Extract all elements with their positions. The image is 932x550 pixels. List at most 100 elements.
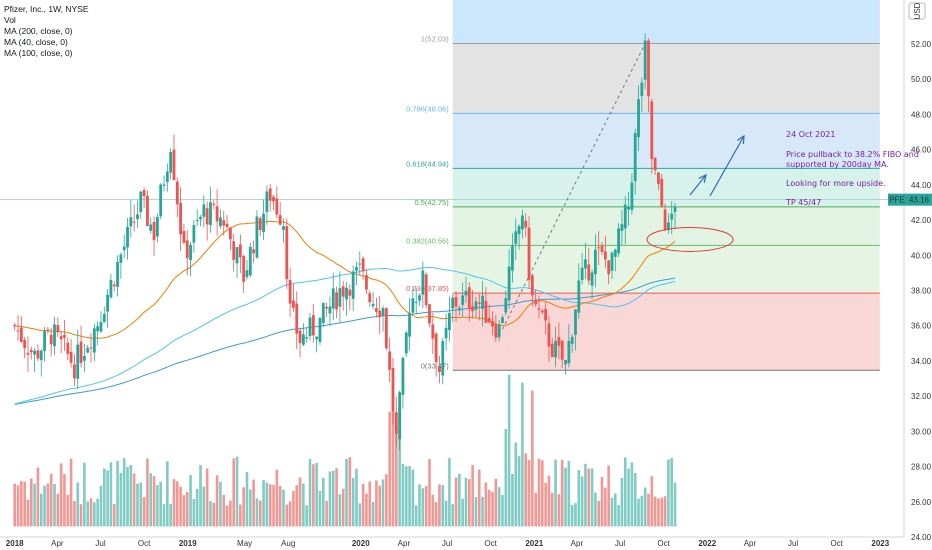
candle-body: [358, 263, 362, 265]
candle-body: [431, 324, 435, 339]
candle-body: [301, 334, 305, 345]
candle-body: [554, 340, 557, 358]
volume-bar: [424, 485, 428, 527]
volume-bar: [142, 497, 146, 527]
volume-bar: [401, 464, 405, 527]
volume-bar: [295, 485, 299, 527]
fib-level-label: 0.5(42.75): [415, 198, 450, 207]
candle-body: [610, 252, 614, 271]
candle-body: [285, 226, 289, 280]
volume-bar: [106, 470, 109, 527]
volume-bar: [328, 471, 332, 527]
volume-bar: [537, 458, 541, 527]
volume-bar: [232, 458, 236, 527]
volume-bar: [431, 494, 435, 527]
volume-bar: [381, 479, 385, 527]
annotation-line-2: supported by 200day MA.: [786, 160, 889, 169]
legend-vol[interactable]: Vol: [4, 15, 16, 25]
candle-body: [268, 188, 272, 201]
candle-body: [401, 357, 405, 395]
fib-band: [452, 293, 880, 371]
candle-body: [122, 246, 126, 251]
candle-body: [36, 350, 40, 359]
candle-body: [248, 246, 252, 276]
y-tick-label: 40.00: [911, 251, 932, 260]
candle-body: [481, 295, 484, 309]
volume-bar: [345, 458, 348, 527]
volume-bar: [229, 500, 232, 527]
candle-body: [348, 289, 352, 296]
candle-body: [421, 270, 425, 295]
legend-ma100[interactable]: MA (100, close, 0): [4, 48, 73, 58]
volume-bar: [76, 482, 80, 527]
volume-bar: [315, 462, 318, 527]
candle-body: [278, 215, 282, 225]
x-tick-label: Aug: [281, 539, 295, 548]
y-tick-label: 30.00: [911, 427, 932, 436]
volume-bar: [156, 484, 159, 527]
annotation-line-1: Price pullback to 38.2% FIBO and: [786, 150, 919, 159]
volume-bar: [308, 458, 312, 527]
x-tick-label: Jul: [442, 539, 452, 548]
volume-bar: [109, 462, 113, 527]
candle-body: [474, 301, 478, 310]
volume-bar: [368, 481, 372, 527]
volume-bar: [458, 473, 461, 527]
volume-bar: [511, 473, 514, 527]
candle-body: [673, 206, 677, 212]
candle-body: [467, 287, 471, 310]
candle-body: [56, 324, 60, 333]
candle-body: [318, 317, 322, 342]
volume-bar: [96, 498, 99, 527]
legend-ma40[interactable]: MA (40, close, 0): [4, 37, 68, 47]
x-tick-label: Oct: [657, 539, 670, 548]
candle-body: [202, 204, 206, 217]
volume-bar: [59, 463, 63, 527]
volume-bar: [86, 501, 89, 527]
ma100-line: [14, 267, 676, 405]
candle-body: [26, 352, 30, 355]
candle-body: [570, 336, 574, 344]
volume-bar: [126, 466, 129, 527]
y-tick-label: 38.00: [911, 287, 932, 296]
candle-body: [212, 203, 216, 205]
candle-body: [73, 364, 76, 379]
last-price-tag: [906, 193, 932, 206]
candle-body: [345, 287, 348, 300]
currency-box[interactable]: [908, 2, 926, 20]
volume-bar: [139, 482, 143, 527]
volume-bar: [56, 493, 60, 527]
volume-bar: [517, 456, 521, 527]
volume-bar: [159, 481, 163, 527]
x-tick-label: 2022: [698, 539, 716, 548]
volume-bar: [484, 482, 488, 527]
candle-body: [637, 99, 640, 138]
volume-bar: [358, 503, 362, 527]
candle-body: [534, 300, 538, 305]
legend-symbol[interactable]: Pfizer, Inc., 1W, NYSE: [4, 4, 89, 14]
candle-body: [613, 249, 617, 257]
candle-body: [491, 321, 494, 327]
volume-bar: [394, 426, 398, 527]
volume-bar: [275, 469, 279, 527]
candle-body: [215, 206, 219, 222]
volume-bar: [36, 467, 40, 527]
volume-bar: [371, 501, 375, 527]
volume-bar: [305, 505, 309, 527]
candle-body: [511, 245, 514, 271]
candle-body: [660, 178, 664, 206]
legend-ma200[interactable]: MA (200, close, 0): [4, 26, 73, 36]
fib-level-label: 0.382(40.56): [406, 236, 449, 245]
volume-bar: [298, 477, 302, 527]
candle-body: [126, 226, 129, 248]
candle-body: [667, 222, 670, 230]
last-price-label: 43.16: [909, 196, 930, 205]
candle-body: [86, 347, 90, 353]
candle-body: [199, 217, 202, 220]
volume-bar: [434, 502, 438, 527]
volume-bar: [199, 464, 202, 527]
candle-body: [242, 255, 246, 282]
candle-body: [670, 213, 674, 220]
